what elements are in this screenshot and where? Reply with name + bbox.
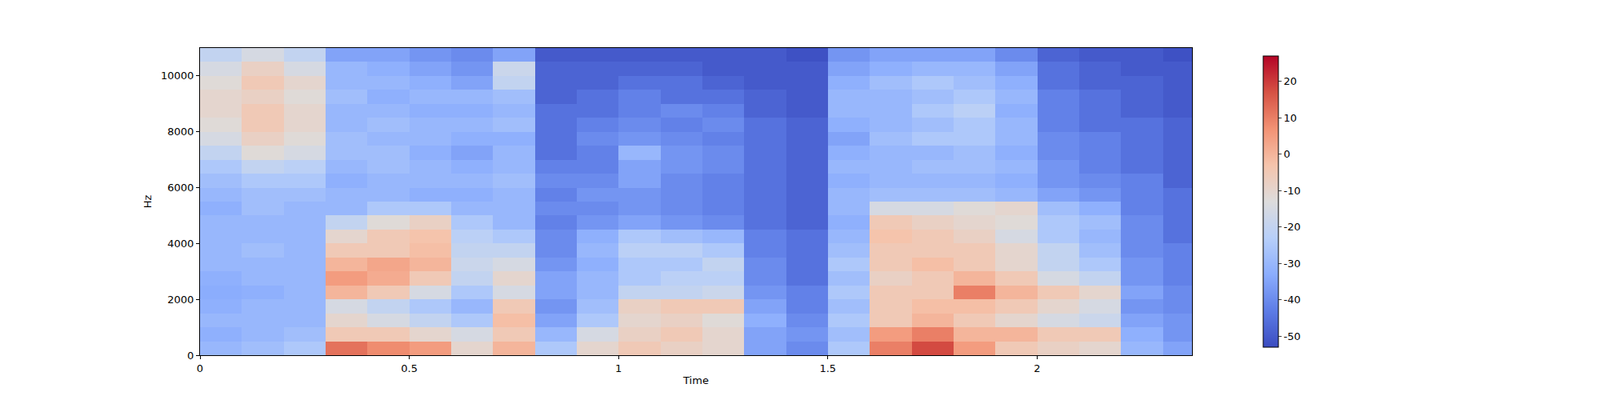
svg-text:0: 0: [187, 349, 194, 362]
svg-text:Time: Time: [682, 374, 709, 387]
svg-text:20: 20: [1284, 75, 1298, 88]
svg-text:4000: 4000: [167, 237, 194, 250]
svg-text:8000: 8000: [167, 125, 194, 138]
svg-text:6000: 6000: [167, 181, 194, 194]
svg-text:1: 1: [615, 362, 622, 375]
svg-text:Hz: Hz: [141, 195, 154, 209]
svg-text:2000: 2000: [167, 293, 194, 306]
svg-text:0: 0: [1284, 148, 1291, 160]
svg-text:2: 2: [1033, 362, 1040, 375]
svg-text:-40: -40: [1284, 293, 1301, 306]
svg-text:0.5: 0.5: [400, 362, 418, 375]
svg-text:10000: 10000: [160, 69, 194, 82]
svg-text:10: 10: [1284, 112, 1298, 124]
svg-text:-20: -20: [1284, 220, 1301, 233]
svg-text:-30: -30: [1284, 257, 1301, 270]
svg-text:-50: -50: [1284, 330, 1301, 343]
svg-text:-10: -10: [1284, 184, 1301, 197]
svg-text:1.5: 1.5: [819, 362, 836, 375]
svg-text:0: 0: [196, 362, 204, 375]
